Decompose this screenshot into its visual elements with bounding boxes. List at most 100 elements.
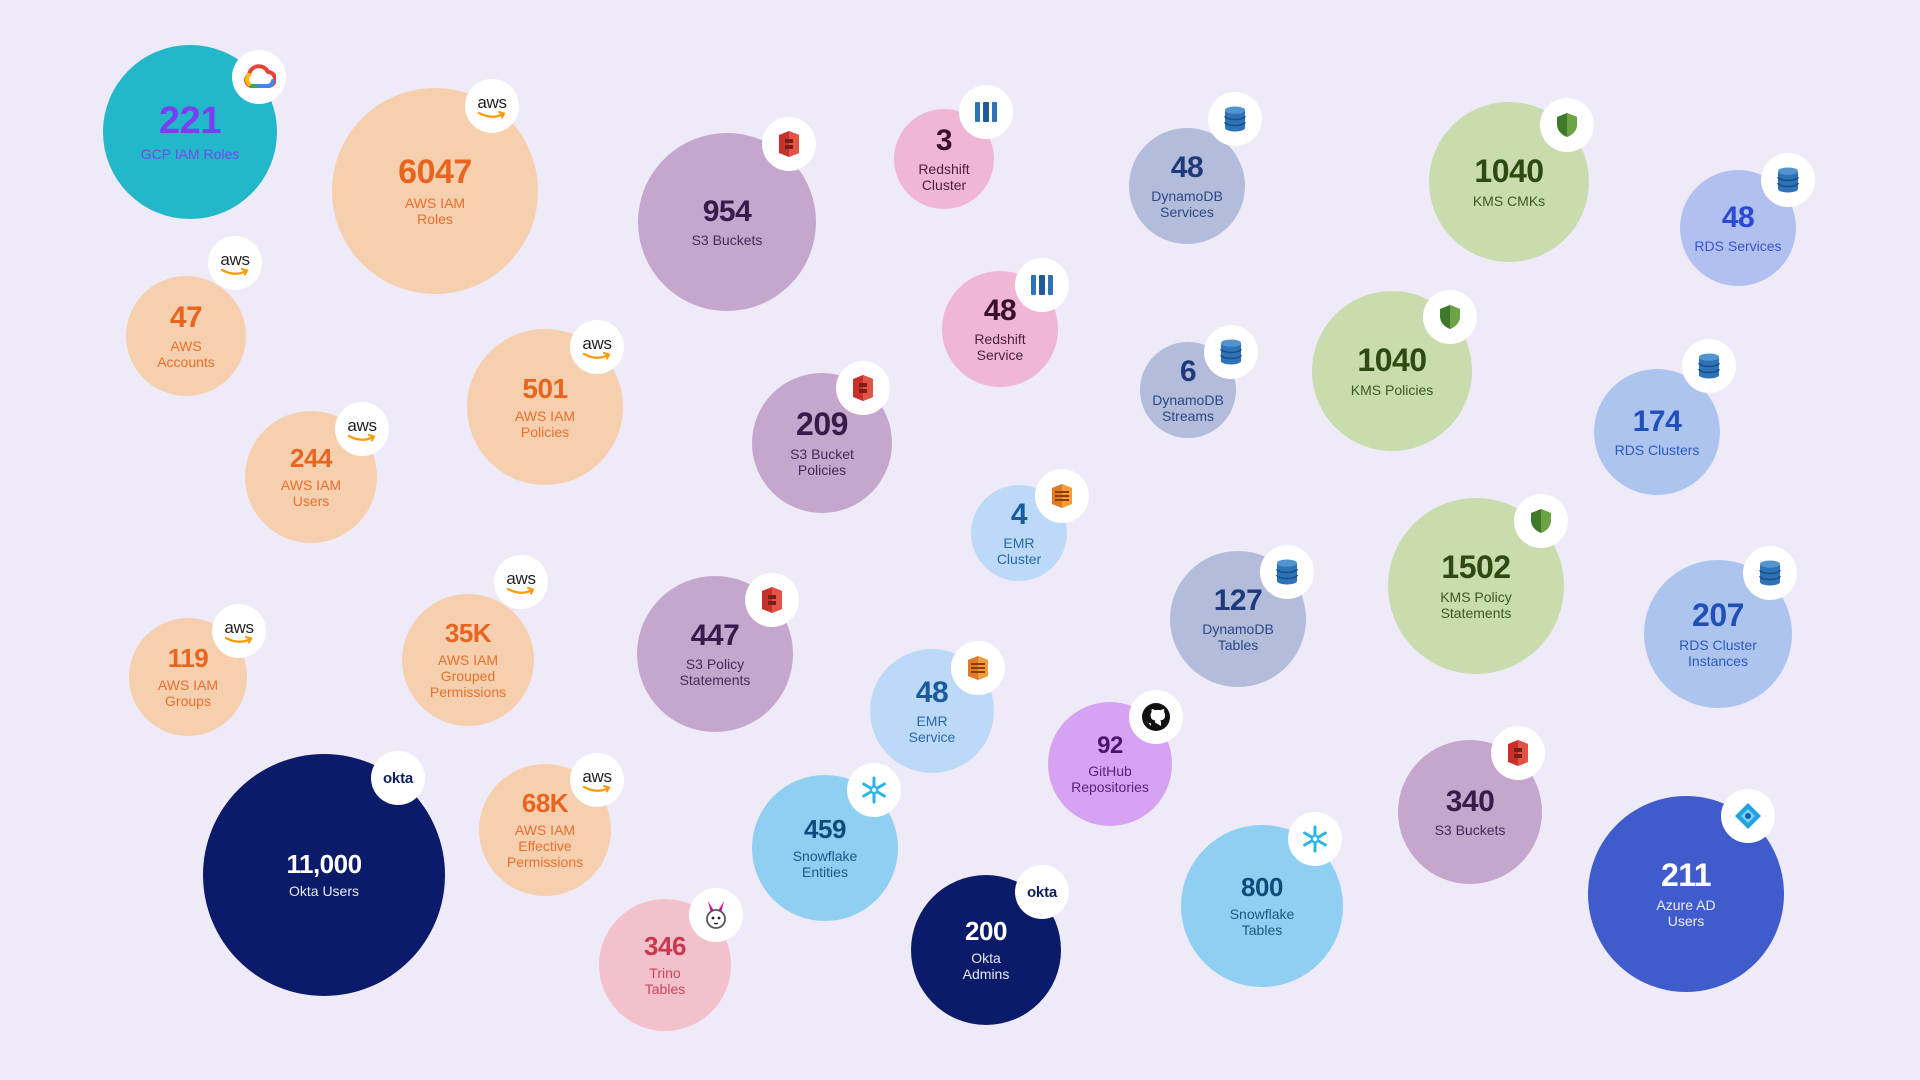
aws-logo-text: aws: [224, 617, 254, 637]
bubble-label: Redshift Cluster: [918, 160, 970, 193]
bubble-value: 244: [290, 443, 332, 474]
kms-shield-icon: [1540, 98, 1594, 152]
bubble-label: DynamoDB Streams: [1152, 391, 1224, 424]
s3-bucket-icon: [745, 573, 799, 627]
aws-smile-icon: [582, 784, 612, 793]
aws-smile-icon: [582, 351, 612, 360]
bubble-value: 200: [965, 916, 1007, 947]
chart-bubble: 92 GitHub Repositories: [1048, 702, 1172, 826]
bubble-value: 4: [1010, 498, 1028, 532]
bubble-value: 1040: [1474, 153, 1544, 190]
aws-logo-icon: aws: [335, 402, 389, 456]
bubble-label: Azure AD Users: [1656, 896, 1716, 929]
bubble-label: AWS Accounts: [157, 337, 215, 370]
aws-logo-text: aws: [506, 568, 536, 588]
snowflake-icon: [847, 763, 901, 817]
bubble-value: 954: [702, 195, 752, 229]
aws-smile-icon: [347, 433, 377, 442]
okta-logo-text: okta: [1026, 883, 1058, 901]
aws-logo-icon: aws: [494, 555, 548, 609]
bubble-label: DynamoDB Tables: [1202, 620, 1274, 653]
aws-logo-icon: aws: [465, 79, 519, 133]
aws-logo-text: aws: [347, 415, 377, 435]
bubble-label: Okta Users: [288, 882, 359, 899]
bubble-value: 6: [1179, 355, 1197, 389]
bubble-value: 209: [796, 406, 848, 443]
bubble-value: 447: [690, 619, 740, 653]
bubble-label: Redshift Service: [974, 330, 1026, 363]
chart-bubble: 244 AWS IAM Users: [245, 411, 377, 543]
bubble-value: 48: [983, 294, 1017, 328]
chart-bubble: 1502 KMS Policy Statements: [1388, 498, 1564, 674]
bubble-label: RDS Services: [1694, 237, 1782, 254]
redshift-icon: [1015, 258, 1069, 312]
google-cloud-icon: [232, 50, 286, 104]
bubble-label: Trino Tables: [644, 964, 686, 997]
bubble-label: DynamoDB Services: [1151, 187, 1223, 220]
bubble-label: AWS IAM Grouped Permissions: [429, 651, 507, 700]
kms-shield-icon: [1514, 494, 1568, 548]
chart-bubble: 47 AWS Accounts: [126, 276, 246, 396]
aws-logo-icon: aws: [208, 236, 262, 290]
bubble-value: 3: [935, 124, 953, 158]
bubble-value: 1502: [1441, 549, 1511, 586]
bubble-value: 48: [1170, 151, 1204, 185]
aws-smile-icon: [477, 110, 507, 119]
s3-bucket-icon: [1491, 726, 1545, 780]
bubble-value: 501: [522, 373, 568, 405]
aws-logo-text: aws: [582, 333, 612, 353]
okta-logo-icon: okta: [1015, 865, 1069, 919]
aws-logo-text: aws: [582, 766, 612, 786]
bubble-value: 35K: [444, 618, 492, 649]
bubble-label: AWS IAM Effective Permissions: [506, 821, 584, 870]
okta-logo-text: okta: [382, 769, 414, 787]
bubble-value: 48: [915, 676, 949, 710]
chart-bubble: 35K AWS IAM Grouped Permissions: [402, 594, 534, 726]
aws-logo-icon: aws: [570, 753, 624, 807]
emr-icon: [1035, 469, 1089, 523]
bubble-value: 127: [1213, 584, 1263, 618]
emr-icon: [951, 641, 1005, 695]
rds-icon: [1761, 153, 1815, 207]
chart-bubble: 1040 KMS CMKs: [1429, 102, 1589, 262]
bubble-label: S3 Buckets: [1434, 821, 1506, 838]
bubble-label: AWS IAM Roles: [404, 194, 466, 227]
kms-shield-icon: [1423, 290, 1477, 344]
chart-bubble: 211 Azure AD Users: [1588, 796, 1784, 992]
aws-logo-icon: aws: [212, 604, 266, 658]
bubble-label: RDS Cluster Instances: [1679, 636, 1757, 669]
bubble-label: S3 Bucket Policies: [790, 445, 854, 478]
bubble-value: 207: [1692, 597, 1744, 634]
github-icon: [1129, 690, 1183, 744]
bubble-value: 68K: [521, 788, 569, 819]
aws-logo-icon: aws: [570, 320, 624, 374]
s3-bucket-icon: [836, 361, 890, 415]
bubble-label: AWS IAM Users: [280, 476, 342, 509]
aws-smile-icon: [220, 267, 250, 276]
rds-icon: [1743, 546, 1797, 600]
dynamodb-icon: [1260, 545, 1314, 599]
bubble-value: 340: [1445, 785, 1495, 819]
bubble-label: Snowflake Tables: [1229, 905, 1295, 938]
aws-logo-text: aws: [477, 92, 507, 112]
trino-bunny-icon: [689, 888, 743, 942]
dynamodb-icon: [1204, 325, 1258, 379]
aws-smile-icon: [506, 586, 536, 595]
chart-bubble: 1040 KMS Policies: [1312, 291, 1472, 451]
bubble-label: Snowflake Entities: [792, 847, 858, 880]
bubble-value: 119: [167, 643, 209, 674]
bubble-label: AWS IAM Groups: [157, 676, 219, 709]
s3-bucket-icon: [762, 117, 816, 171]
bubble-value: 211: [1660, 857, 1712, 894]
bubble-value: 92: [1097, 732, 1123, 760]
bubble-label: KMS Policy Statements: [1440, 588, 1512, 621]
bubble-value: 48: [1721, 201, 1755, 235]
bubble-label: S3 Buckets: [691, 231, 763, 248]
bubble-value: 47: [169, 301, 203, 335]
chart-bubble: 48 DynamoDB Services: [1129, 128, 1245, 244]
bubble-label: GCP IAM Roles: [140, 145, 240, 162]
rds-icon: [1682, 339, 1736, 393]
redshift-icon: [959, 85, 1013, 139]
azure-ad-icon: [1721, 789, 1775, 843]
